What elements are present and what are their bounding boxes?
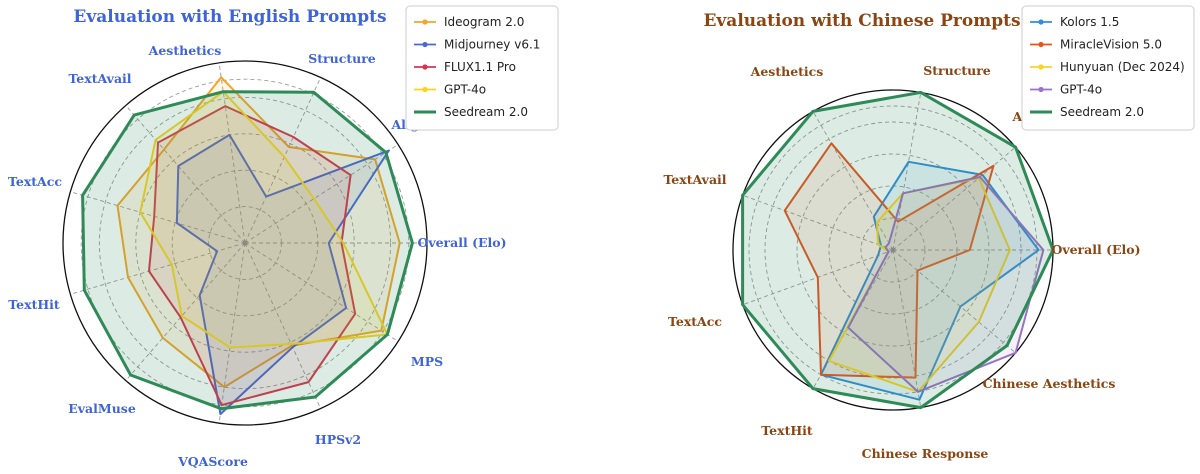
axis-label-hpsv2: HPSv2 (315, 432, 361, 447)
legend-label-midjourney-v6-1: Midjourney v6.1 (444, 38, 540, 52)
axis-label-textacc: TextAcc (8, 174, 62, 189)
grid-spoke (244, 242, 399, 342)
legend-frame (1021, 5, 1195, 131)
legend-frame (405, 5, 559, 131)
legend-marker (422, 41, 428, 48)
legend-label-kolors-1-5: Kolors 1.5 (1060, 15, 1119, 29)
legend-marker (422, 19, 428, 25)
legend-marker (1038, 86, 1044, 93)
english-prompts-radar: Evaluation with English Prompts Overall … (8, 5, 559, 469)
radar-grid (62, 60, 428, 426)
legend-marker (422, 86, 428, 93)
grid-ring (796, 153, 990, 347)
radar-series-group (741, 90, 1055, 410)
grid-spoke (892, 249, 1016, 354)
axis-label-texthit: TextHit (761, 423, 813, 438)
center-dot (890, 247, 896, 253)
axis-label-texthit: TextHit (8, 297, 60, 312)
legend-label-gpt-4o: GPT-4o (444, 83, 486, 97)
legend: Kolors 1.5 MiracleVision 5.0 Hunyuan (Dec … (1021, 5, 1195, 131)
legend-marker (422, 64, 428, 70)
axis-label-aesthetics: Aesthetics (750, 64, 824, 79)
legend-label-seedream-2-0: Seedream 2.0 (1060, 105, 1144, 119)
series-gpt-4o (847, 176, 1045, 393)
grid-spoke (125, 105, 246, 244)
axis-label-aesthetics: Aesthetics (148, 43, 222, 58)
axis-label-overall-elo: Overall (Elo) (1051, 242, 1140, 257)
chinese-prompts-radar: Evaluation with Chinese Prompts Overall … (663, 5, 1195, 461)
axis-label-structure: Structure (308, 51, 376, 66)
series-seedream-2-0 (81, 90, 414, 411)
outer-ring (62, 60, 428, 426)
legend-label-hunyuan-dec-2024: Hunyuan (Dec 2024) (1060, 60, 1185, 74)
axis-label-chinese-response: Chinese Response (862, 446, 989, 461)
legend: Ideogram 2.0 Midjourney v6.1 FLUX1.1 Pro GP… (405, 5, 559, 131)
grid-spoke (892, 92, 922, 251)
grid-spoke (742, 194, 894, 251)
legend-label-miraclevision-5-0: MiracleVision 5.0 (1060, 38, 1162, 52)
series-gpt-4o (139, 90, 389, 349)
grid-spoke (70, 191, 246, 244)
legend-label-seedream-2-0: Seedream 2.0 (444, 105, 528, 119)
grid-ring (98, 96, 392, 390)
legend-marker (1038, 19, 1044, 25)
axis-label-overall-elo: Overall (Elo) (417, 235, 506, 250)
axis-label-textavail: TextAvail (68, 71, 131, 86)
axis-label-structure: Structure (923, 63, 991, 78)
axis-label-evalmuse: EvalMuse (68, 401, 136, 416)
grid-spoke (125, 242, 246, 381)
grid-ring (135, 133, 355, 353)
chart-title: Evaluation with Chinese Prompts (703, 11, 1020, 31)
chart-title: Evaluation with English Prompts (73, 7, 386, 27)
grid-spoke (218, 62, 246, 244)
axis-label-mps: MPS (411, 354, 443, 369)
legend-label-ideogram-2-0: Ideogram 2.0 (444, 15, 524, 29)
series-seedream-2-0 (741, 90, 1055, 410)
grid-spoke (218, 242, 246, 424)
series-miraclevision-5-0 (783, 142, 995, 379)
axis-label-textacc: TextAcc (668, 314, 722, 329)
legend-marker (1038, 64, 1044, 70)
grid-spoke (244, 242, 322, 409)
center-dot (242, 240, 248, 246)
axis-label-textavail: TextAvail (663, 172, 726, 187)
axis-label-vqascore: VQAScore (177, 454, 248, 469)
grid-spoke (892, 146, 1016, 251)
series-kolors-1-5 (820, 160, 1040, 401)
grid-spoke (892, 249, 922, 408)
radar-series-group (81, 76, 414, 416)
grid-spoke (244, 144, 399, 244)
grid-spoke (244, 77, 322, 244)
legend-marker (1038, 41, 1044, 48)
grid-spoke (812, 111, 894, 251)
legend-label-flux1-1-pro: FLUX1.1 Pro (444, 60, 516, 74)
legend-label-gpt-4o: GPT-4o (1060, 83, 1102, 97)
series-flux1-1-pro (148, 105, 357, 407)
series-midjourney-v6-1 (175, 133, 390, 416)
axis-labels: Overall (Elo) MPS HPSv2 VQAScore EvalMuse Tex… (8, 43, 507, 469)
axis-label-chinese-aesthetics: Chinese Aesthetics (983, 376, 1116, 391)
